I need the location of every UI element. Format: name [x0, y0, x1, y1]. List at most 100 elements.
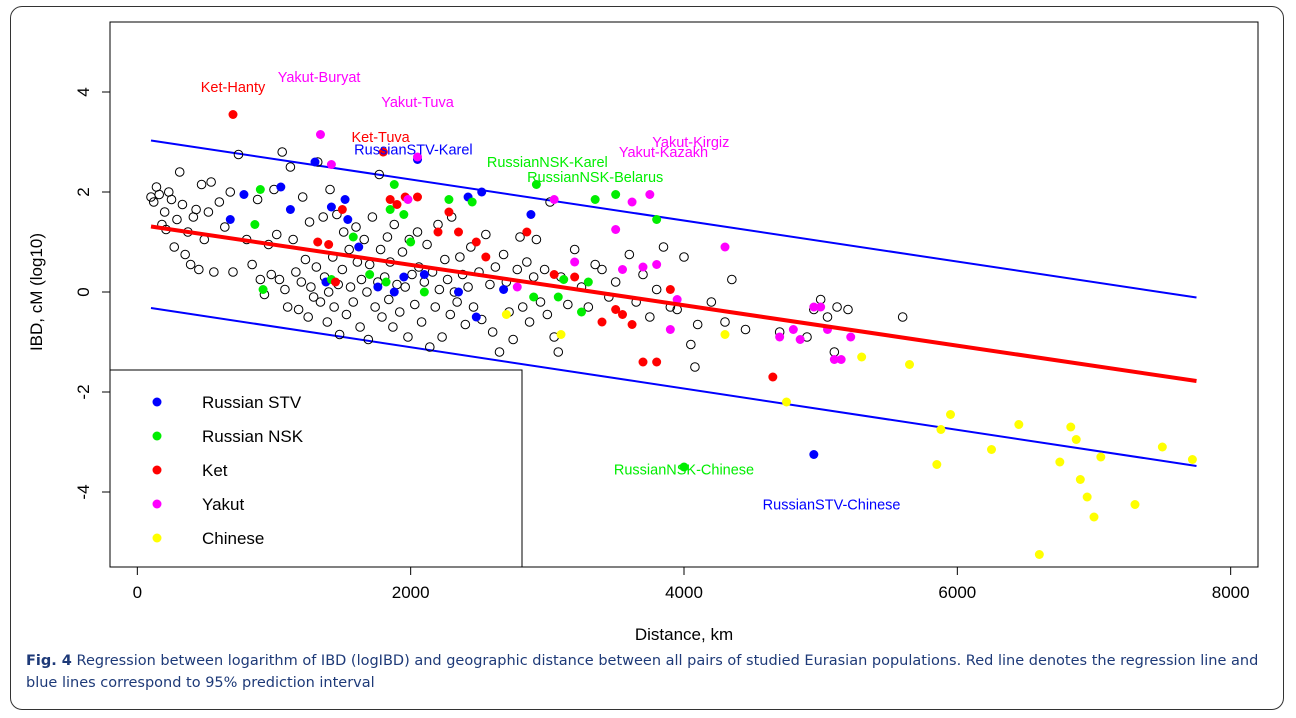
prediction-line-upper: [150, 139, 1197, 299]
data-point-other: [706, 297, 717, 307]
y-tick-label: 4: [74, 87, 93, 96]
data-point-other: [148, 197, 159, 207]
data-point-yakut: [775, 332, 785, 342]
data-point-other: [306, 282, 316, 292]
data-point-chinese: [987, 445, 996, 454]
data-point-ket: [433, 227, 443, 237]
data-point-ket: [378, 147, 388, 157]
data-point-chinese: [1014, 420, 1024, 429]
data-point-chinese: [720, 330, 730, 339]
data-point-other: [524, 317, 535, 327]
data-point-ket: [454, 227, 463, 237]
y-tick-label: 0: [74, 287, 93, 296]
data-point-other: [651, 284, 662, 295]
data-point-russian-nsk: [679, 462, 689, 472]
data-point-russian-stv: [499, 285, 509, 294]
data-point-other: [308, 292, 319, 302]
data-point-russian-stv: [809, 450, 819, 459]
data-point-chinese: [932, 460, 942, 469]
data-point-other: [341, 309, 352, 320]
legend-marker: [152, 465, 162, 475]
data-point-other: [490, 262, 501, 272]
data-point-other: [345, 282, 356, 292]
x-axis-label: Distance, km: [635, 625, 733, 644]
data-point-ket: [597, 317, 607, 327]
data-point-other: [384, 294, 394, 305]
data-point-russian-nsk: [583, 277, 593, 287]
data-point-ket: [331, 277, 340, 287]
data-point-other: [466, 242, 476, 252]
data-point-russian-nsk: [559, 275, 569, 284]
annotation-label: Yakut-Kazakh: [619, 145, 708, 161]
regression-line: [150, 224, 1197, 383]
data-point-other: [515, 232, 525, 242]
annotation-label: Yakut-Buryat: [278, 70, 361, 86]
data-point-other: [583, 302, 594, 312]
data-point-russian-nsk: [381, 277, 391, 287]
data-point-other: [430, 302, 441, 312]
data-point-chinese: [936, 425, 946, 434]
data-point-other: [382, 232, 393, 242]
caption-text: Regression between logarithm of IBD (log…: [26, 653, 1259, 691]
data-point-yakut: [618, 265, 627, 274]
data-point-other: [359, 234, 370, 245]
data-point-other: [692, 319, 703, 330]
data-point-other: [297, 192, 308, 202]
data-point-chinese: [857, 352, 867, 362]
data-point-russian-stv: [526, 210, 536, 219]
data-point-russian-nsk: [255, 185, 265, 194]
data-point-other: [280, 284, 290, 295]
legend-label: Yakut: [202, 495, 244, 514]
legend-label: Russian NSK: [202, 427, 304, 446]
data-point-other: [512, 264, 523, 275]
data-point-ket: [618, 310, 627, 319]
data-point-russian-nsk: [399, 210, 409, 219]
data-point-russian-stv: [239, 190, 249, 199]
data-point-ket: [444, 207, 454, 217]
data-point-ket: [627, 320, 637, 329]
data-point-russian-nsk: [467, 197, 477, 207]
data-point-yakut: [549, 195, 559, 204]
data-point-other: [455, 252, 465, 262]
data-point-other: [481, 229, 491, 240]
x-tick-label: 0: [133, 583, 142, 602]
data-point-other: [356, 274, 367, 285]
data-point-chinese: [1071, 435, 1081, 444]
data-point-ket: [385, 195, 395, 204]
data-point-other: [362, 287, 372, 297]
data-point-yakut: [829, 355, 839, 364]
data-point-other: [498, 249, 509, 260]
data-point-other: [610, 277, 621, 287]
data-point-other: [409, 299, 420, 310]
data-point-ket: [313, 237, 323, 247]
data-point-other: [897, 312, 908, 322]
data-point-other: [300, 254, 311, 265]
data-point-yakut: [809, 302, 819, 312]
data-point-yakut: [816, 302, 826, 312]
data-point-other: [285, 162, 296, 172]
data-point-other: [334, 329, 345, 340]
data-point-other: [452, 297, 462, 307]
data-point-other: [177, 199, 188, 210]
data-point-other: [311, 262, 322, 272]
data-point-other: [344, 244, 354, 255]
data-point-russian-nsk: [611, 190, 621, 199]
data-point-russian-nsk: [577, 307, 586, 317]
annotation-label: RussianNSK-Chinese: [614, 463, 754, 479]
data-point-other: [196, 179, 207, 190]
x-tick-label: 2000: [392, 583, 430, 602]
figure-frame: [10, 6, 1284, 710]
data-point-chinese: [905, 360, 914, 369]
data-point-other: [487, 327, 498, 337]
data-point-yakut: [627, 197, 637, 207]
data-point-russian-stv: [310, 157, 320, 167]
data-point-ket: [522, 227, 532, 237]
annotation-label: Ket-Tuva: [351, 130, 410, 146]
data-point-other: [203, 207, 214, 217]
data-point-other: [407, 269, 417, 280]
legend-marker: [152, 397, 162, 407]
data-point-other: [225, 187, 236, 197]
data-point-russian-nsk: [385, 205, 395, 214]
data-point-other: [403, 332, 413, 342]
data-point-yakut: [665, 325, 675, 334]
